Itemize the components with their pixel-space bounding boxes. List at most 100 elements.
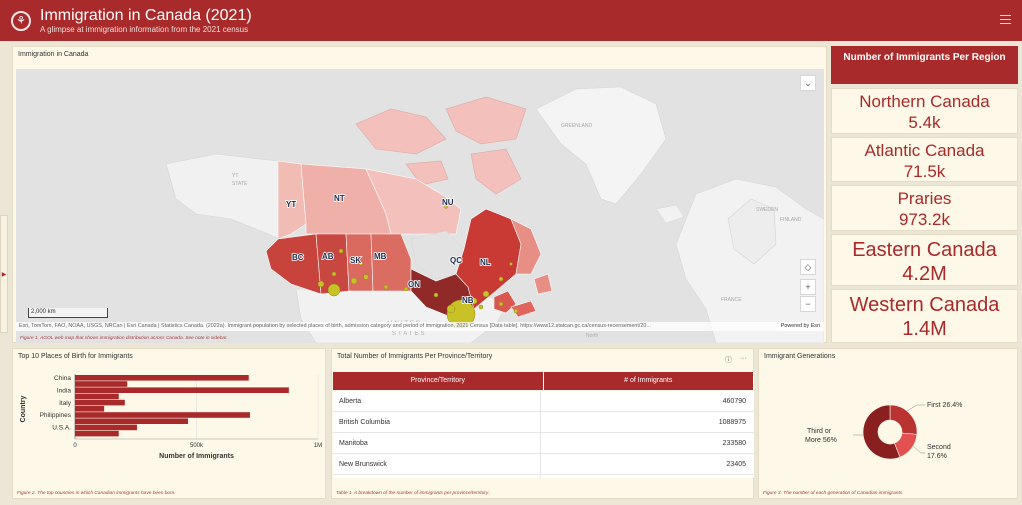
label-on: ON: [408, 280, 420, 289]
region-header-title: Number of Immigrants Per Region: [843, 52, 1006, 63]
region-name: Eastern Canada: [852, 239, 997, 261]
svg-text:STATE: STATE: [232, 181, 248, 187]
map-canvas[interactable]: GREENLAND SWEDEN FINLAND FRANCE YT STATE…: [16, 69, 824, 343]
slice-label-second-name: Second: [927, 444, 951, 451]
zoom-out-button[interactable]: −: [800, 296, 816, 312]
region-name: Western Canada: [849, 294, 1000, 316]
category-label: India: [57, 387, 71, 394]
app-subtitle: A glimpse at immigration information fro…: [40, 25, 249, 34]
app-header: ⚘ Immigration in Canada (2021) A glimpse…: [0, 0, 1022, 41]
region-card-western: Western Canada 1.4M: [831, 289, 1018, 343]
region-value: 71.5k: [903, 162, 946, 181]
label-bc: BC: [292, 253, 304, 262]
label-nu: NU: [442, 198, 454, 207]
generations-title: Immigrant Generations: [764, 353, 836, 360]
label-yt: YT: [286, 200, 296, 209]
table-row[interactable]: Alberta 460790: [333, 391, 754, 412]
table-caption: Table 1. A breakdown of the number of im…: [336, 491, 490, 496]
map-scale-bar: 2,000 km: [28, 308, 108, 318]
bar[interactable]: [75, 430, 119, 437]
map-label-finland: FINLAND: [780, 217, 802, 223]
map-attribution: Esri, TomTom, FAO, NOAA, USGS, NRCan | E…: [16, 322, 824, 331]
region-value: 973.2k: [898, 210, 951, 229]
slice-label-first: First 26.4%: [927, 402, 962, 409]
x-tick-label: 500k: [190, 443, 204, 449]
x-tick-label: 1M: [314, 443, 322, 449]
generations-donut-chart: First 26.4% Second 17.6% Third or More 56%: [805, 402, 962, 460]
cell-province: Manitoba: [333, 433, 541, 453]
more-options-icon[interactable]: ···: [740, 355, 747, 362]
top10-caption: Figure 2. The top countries in which Can…: [17, 491, 176, 496]
x-tick-label: 0: [73, 443, 77, 449]
svg-text:STATES: STATES: [392, 331, 426, 337]
bar[interactable]: [75, 399, 125, 406]
top10-bar-chart: China India Italy Philippines U.S.A. 0 500k 1M N…: [20, 374, 322, 460]
sidebar-toggle-button[interactable]: ▶: [0, 215, 8, 333]
label-mb: MB: [374, 252, 387, 261]
y-axis-title: Country: [20, 395, 27, 422]
cell-province: British Columbia: [333, 412, 541, 432]
generations-panel: Immigrant Generations First 26.4% Second 1…: [758, 348, 1018, 499]
leader-line: [911, 444, 925, 454]
table-row[interactable]: British Columbia 1088975: [333, 412, 754, 433]
donut-slice[interactable]: [889, 404, 918, 435]
generations-caption: Figure 3. The number of each generation …: [763, 491, 904, 496]
slice-label-second-value: 17.6%: [927, 453, 947, 460]
label-qc: QC: [450, 256, 462, 265]
table-body[interactable]: Alberta 460790 British Columbia 1088975 Mani…: [333, 391, 754, 478]
category-label: China: [54, 375, 71, 382]
bar[interactable]: [75, 412, 250, 418]
label-sk: SK: [350, 256, 361, 265]
cell-immigrants: 1088975: [718, 419, 746, 426]
label-nl: NL: [480, 258, 491, 267]
cell-province: Alberta: [333, 391, 541, 411]
slice-label-third-name: Third or: [807, 428, 832, 435]
map-title: Immigration in Canada: [18, 51, 89, 58]
immigration-dots[interactable]: [293, 205, 519, 329]
map-label-sweden: SWEDEN: [756, 207, 778, 213]
logo-icon: ⚘: [11, 10, 31, 31]
bar[interactable]: [75, 375, 249, 381]
table-row[interactable]: New Brunswick 23405: [333, 454, 754, 475]
cell-province: New Brunswick: [333, 454, 541, 474]
region-value: 4.2M: [902, 263, 947, 285]
category-label: Philippines: [40, 412, 72, 419]
expand-chevron-icon[interactable]: ⌄: [800, 75, 816, 91]
powered-by-esri[interactable]: Powered by Esri: [777, 322, 820, 331]
menu-icon[interactable]: [1000, 15, 1011, 24]
zoom-in-button[interactable]: +: [800, 279, 816, 295]
cell-immigrants: 23405: [726, 461, 746, 468]
map-panel: Immigration in Canada GREENLAND SWEDEN F…: [12, 46, 827, 343]
region-card-eastern: Eastern Canada 4.2M: [831, 234, 1018, 286]
column-header-immigrants[interactable]: # of Immigrants: [544, 372, 754, 390]
donut-slice[interactable]: [862, 404, 901, 460]
bar[interactable]: [75, 381, 128, 387]
region-card-northern: Northern Canada 5.4k: [831, 88, 1018, 134]
table-title: Total Number of Immigrants Per Province/…: [337, 353, 493, 360]
cell-immigrants: 460790: [722, 398, 746, 405]
table-row[interactable]: Manitoba 233580: [333, 433, 754, 454]
table-row[interactable]: Newfoundland and Labrador13000: [333, 475, 754, 478]
locate-icon[interactable]: ◇: [800, 259, 816, 275]
region-name: Praries: [897, 189, 952, 208]
cell-immigrants: 233580: [722, 440, 746, 447]
bar[interactable]: [75, 424, 137, 431]
map-caption: Figure 1. AGOL web map that shows immigr…: [20, 336, 228, 341]
column-header-province[interactable]: Province/Territory: [333, 372, 544, 390]
bar[interactable]: [75, 418, 188, 424]
map-svg: GREENLAND SWEDEN FINLAND FRANCE YT STATE…: [16, 69, 824, 343]
bar[interactable]: [75, 393, 119, 400]
bar[interactable]: [75, 387, 289, 393]
slice-label-third-value: More 56%: [805, 437, 837, 444]
bar[interactable]: [75, 406, 105, 412]
region-name: Atlantic Canada: [864, 141, 985, 160]
cell-province: Newfoundland and Labrador: [333, 475, 541, 478]
top10-panel: Top 10 Places of Birth for Immigrants Ch…: [12, 348, 326, 499]
region-card-praries: Praries 973.2k: [831, 185, 1018, 231]
map-label-yt-state: YT: [232, 173, 238, 179]
info-icon[interactable]: ⓘ: [725, 357, 732, 364]
label-nt: NT: [334, 194, 345, 203]
map-label-greenland: GREENLAND: [561, 123, 593, 129]
region-value: 1.4M: [902, 318, 947, 340]
province-table-panel: Total Number of Immigrants Per Province/…: [331, 348, 754, 499]
